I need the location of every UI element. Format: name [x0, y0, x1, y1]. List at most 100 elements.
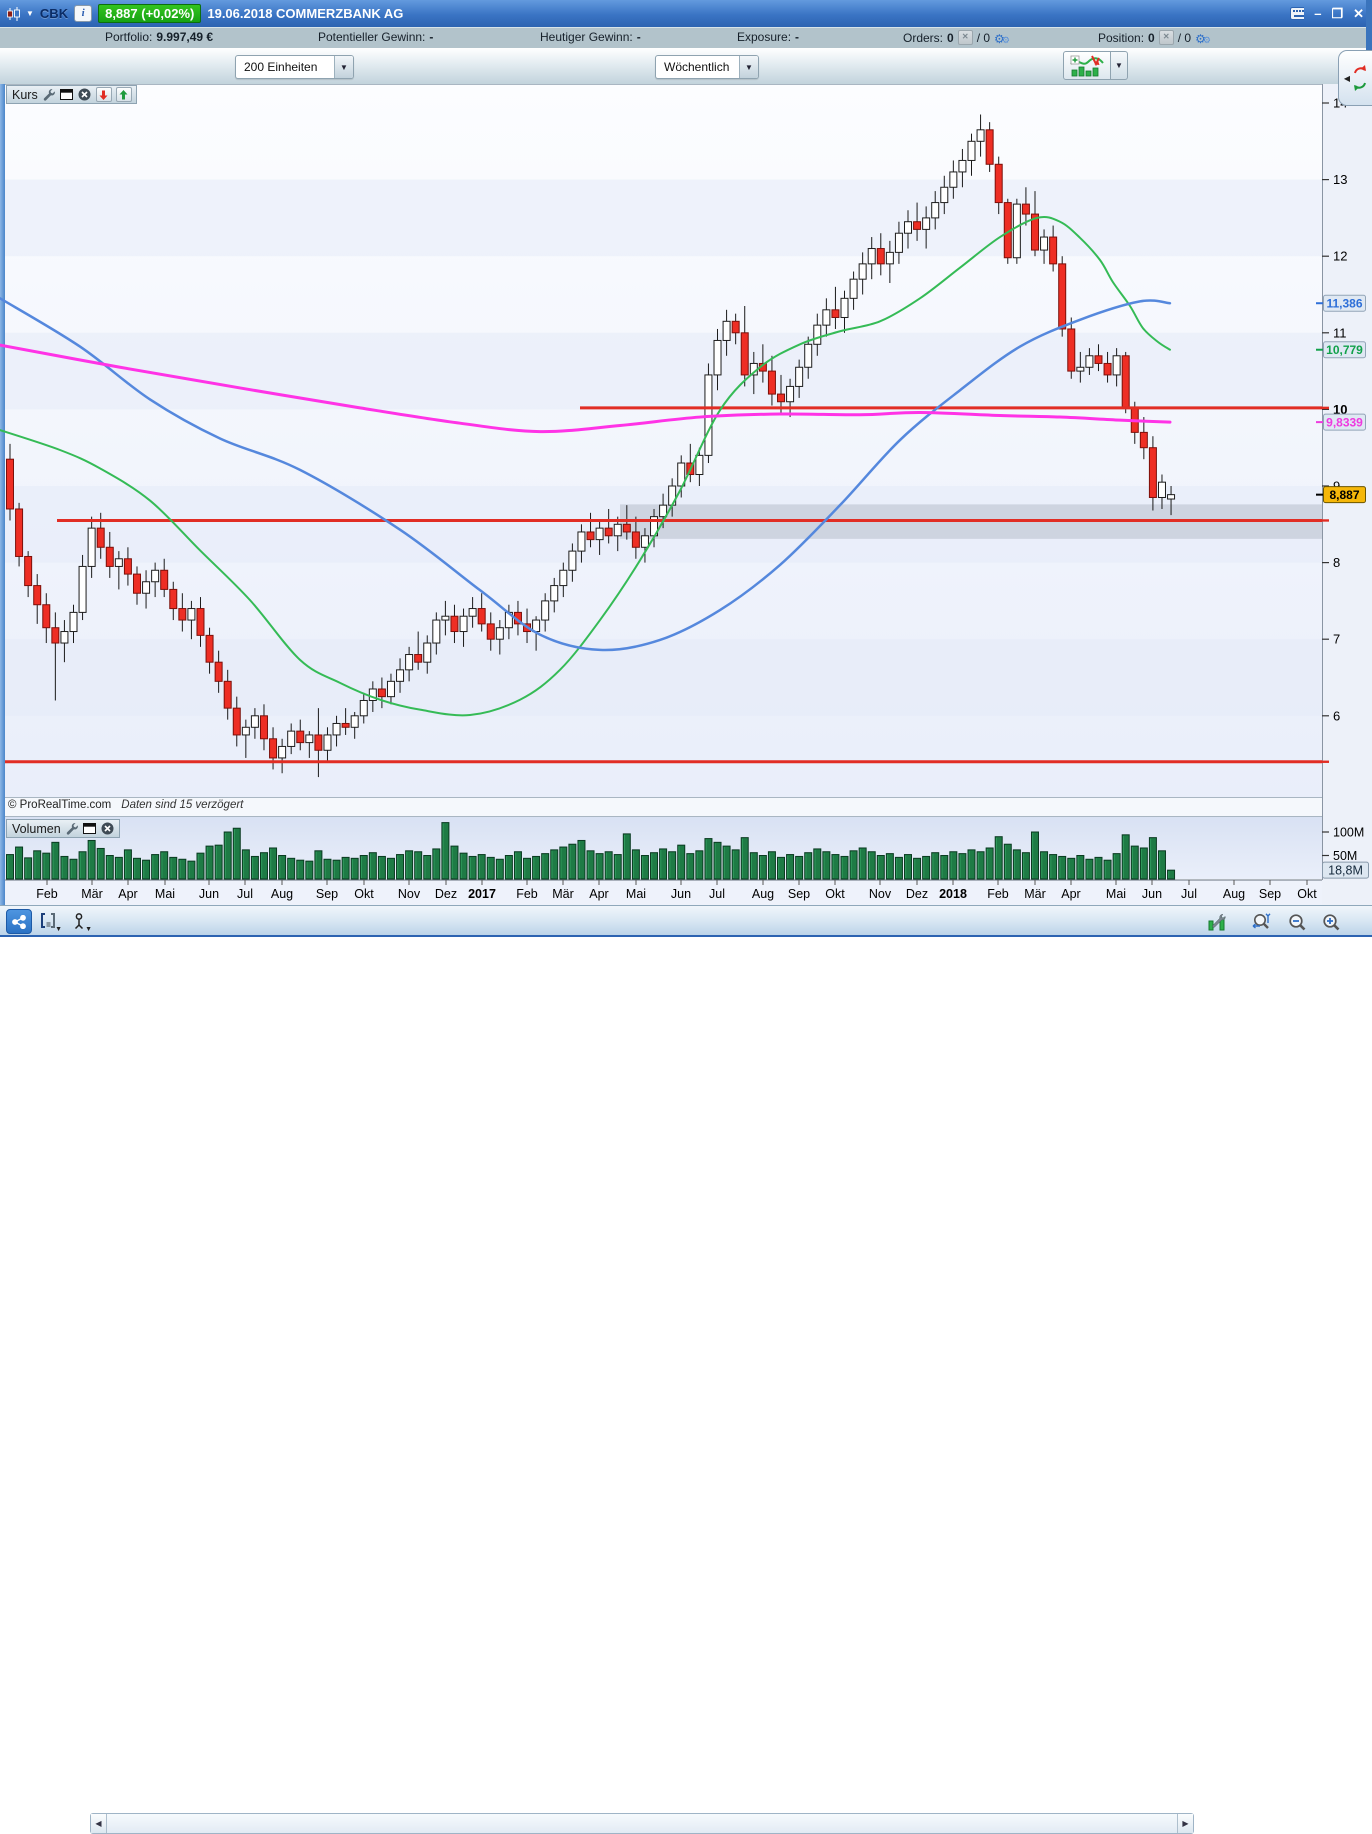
title-bar: ▼ CBK i 8,887 (+0,02%) 19.06.2018 COMMER…: [0, 0, 1372, 28]
svg-text:13: 13: [1333, 172, 1347, 187]
keyboard-icon[interactable]: [1290, 7, 1305, 20]
units-select-arrow-icon[interactable]: ▼: [334, 56, 353, 78]
svg-text:Nov: Nov: [869, 887, 892, 901]
delay-note: Daten sind 15 verzögert: [121, 799, 244, 811]
info-icon[interactable]: i: [74, 5, 93, 22]
units-select[interactable]: 200 Einheiten ▼: [235, 55, 354, 79]
svg-text:Aug: Aug: [271, 887, 293, 901]
svg-text:11,386: 11,386: [1326, 297, 1362, 311]
volume-wrench-icon[interactable]: [65, 822, 79, 835]
svg-text:Feb: Feb: [516, 887, 538, 901]
candlestick-chart[interactable]: 1413121110987611,38610,7799,83398,887100…: [0, 84, 1372, 905]
svg-text:Sep: Sep: [316, 887, 338, 901]
svg-text:10: 10: [1333, 402, 1347, 417]
svg-text:Mär: Mär: [1024, 887, 1046, 901]
scroll-left-icon[interactable]: ◀: [91, 1814, 107, 1833]
potential-gain-value: -: [429, 30, 434, 44]
symbol-label[interactable]: CBK: [39, 6, 69, 21]
buy-arrow-icon[interactable]: [115, 87, 132, 102]
position-count: 0: [1148, 30, 1155, 45]
svg-text:Feb: Feb: [36, 887, 58, 901]
drawing-tool-caret-icon: ▼: [85, 926, 92, 933]
svg-text:8,887: 8,887: [1329, 488, 1359, 502]
window-left-border: [0, 84, 5, 905]
svg-text:7: 7: [1333, 632, 1340, 647]
exposure-label: Exposure:: [737, 30, 792, 44]
scale-settings-button[interactable]: [1204, 909, 1230, 934]
today-gain-value: -: [636, 30, 641, 44]
orders-cancel-icon[interactable]: ✕: [957, 30, 973, 45]
svg-text:Sep: Sep: [788, 887, 810, 901]
position-close-icon[interactable]: ✕: [1158, 30, 1174, 45]
svg-text:12: 12: [1333, 249, 1347, 264]
orders-suffix: / 0: [976, 30, 991, 45]
exposure-value: -: [795, 30, 800, 44]
collapse-panel-tab[interactable]: ◀: [1338, 50, 1372, 106]
copyright-note: © ProRealTime.com Daten sind 15 verzögert: [8, 799, 243, 811]
svg-text:Dez: Dez: [906, 887, 928, 901]
candlestick-symbol-icon: [6, 6, 20, 21]
volume-window-panel-icon[interactable]: [83, 822, 97, 835]
position: Position: 0 ✕ / 0 ⚙⚙: [1098, 30, 1211, 45]
status-bar: ▼ ▼ ◀ ▶: [0, 905, 1372, 1834]
time-scrollbar[interactable]: ◀ ▶: [90, 1813, 1194, 1834]
portfolio-label: Portfolio:: [105, 30, 153, 44]
maximize-button[interactable]: ❐: [1331, 6, 1344, 21]
svg-text:Okt: Okt: [825, 887, 845, 901]
today-gain-label: Heutiger Gewinn:: [540, 30, 633, 44]
svg-text:50M: 50M: [1333, 849, 1357, 863]
svg-text:6: 6: [1333, 708, 1340, 723]
svg-text:Aug: Aug: [752, 887, 774, 901]
price-badge: 8,887 (+0,02%): [98, 4, 202, 23]
svg-text:2018: 2018: [939, 887, 967, 901]
svg-text:18,8M: 18,8M: [1328, 864, 1363, 878]
orders-gear-icon[interactable]: ⚙⚙: [994, 31, 1010, 46]
portfolio-value: Portfolio: 9.997,49 €: [105, 30, 213, 44]
svg-text:Jul: Jul: [237, 887, 253, 901]
drawing-tool-button[interactable]: ▼: [66, 909, 92, 934]
symbol-dropdown-icon[interactable]: ▼: [26, 9, 34, 18]
zoom-range-button[interactable]: [1248, 909, 1274, 934]
position-gear-icon[interactable]: ⚙⚙: [1195, 31, 1211, 46]
svg-text:Mär: Mär: [81, 887, 103, 901]
svg-text:9: 9: [1333, 479, 1340, 494]
objects-list-button[interactable]: ▼: [36, 909, 62, 934]
scrollbar-thumb[interactable]: [107, 1814, 1177, 1833]
svg-text:2017: 2017: [468, 887, 496, 901]
chart-type-dropdown-icon[interactable]: ▼: [1111, 51, 1128, 80]
minimize-button[interactable]: –: [1314, 6, 1322, 21]
window-title: 19.06.2018 COMMERZBANK AG: [207, 6, 404, 21]
window-panel-icon[interactable]: [60, 88, 74, 101]
share-button[interactable]: [6, 909, 32, 934]
chart-toolbar: 200 Einheiten ▼ Wöchentlich ▼ ▼: [0, 48, 1372, 85]
svg-text:9,8339: 9,8339: [1326, 416, 1363, 430]
close-pane-icon[interactable]: [78, 88, 92, 101]
svg-text:Feb: Feb: [987, 887, 1009, 901]
sell-arrow-icon[interactable]: [95, 87, 112, 102]
potential-gain-label: Potentieller Gewinn:: [318, 30, 426, 44]
wrench-icon[interactable]: [42, 88, 56, 101]
orders: Orders: 0 ✕ / 0 ⚙⚙: [903, 30, 1010, 45]
collapse-arrow-icon: ◀: [1343, 73, 1351, 83]
timeframe-select[interactable]: Wöchentlich ▼: [655, 55, 759, 79]
portfolio-amount: 9.997,49 €: [156, 30, 214, 44]
volume-pane-title: Volumen: [12, 821, 61, 836]
units-select-value: 200 Einheiten: [244, 60, 318, 74]
chart-type-button[interactable]: ▼: [1063, 51, 1128, 80]
zoom-out-button[interactable]: [1284, 909, 1310, 934]
zoom-in-button[interactable]: [1318, 909, 1344, 934]
close-button[interactable]: ✕: [1353, 6, 1364, 21]
svg-text:Mai: Mai: [1106, 887, 1126, 901]
timeframe-select-arrow-icon[interactable]: ▼: [739, 56, 758, 78]
svg-text:Mai: Mai: [626, 887, 646, 901]
scroll-right-icon[interactable]: ▶: [1177, 1814, 1193, 1833]
svg-text:Okt: Okt: [1297, 887, 1317, 901]
refresh-arrows-icon: [1354, 65, 1367, 91]
potential-gain: Potentieller Gewinn: -: [318, 30, 433, 44]
chart-type-icon[interactable]: [1063, 51, 1111, 80]
exposure: Exposure: -: [737, 30, 799, 44]
copyright-text: © ProRealTime.com: [8, 799, 112, 811]
volume-close-pane-icon[interactable]: [101, 822, 115, 835]
svg-text:Okt: Okt: [354, 887, 374, 901]
